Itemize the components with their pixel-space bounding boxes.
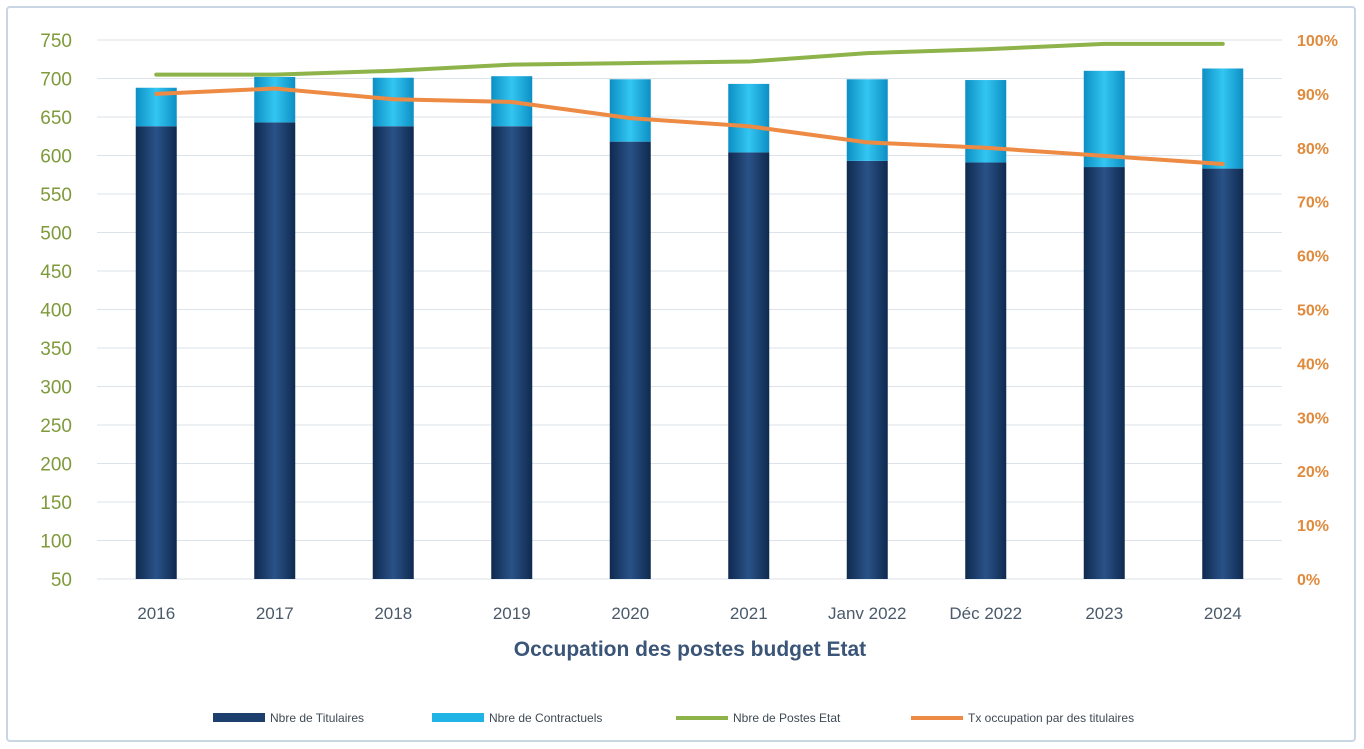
y-right-tick-label: 40% [1297,356,1329,373]
y-left-tick-label: 400 [40,301,72,322]
bar-contractuels [1083,70,1125,168]
bar-titulaires [846,160,888,579]
bar-titulaires [135,126,177,580]
y-right-tick-label: 100% [1297,33,1338,50]
line-tx-occupation [154,86,1225,166]
y-right-tick-label: 50% [1297,303,1329,320]
x-tick-label: 2024 [1204,604,1242,623]
y-right-tick-label: 70% [1297,195,1329,212]
bar-titulaires [965,162,1007,579]
bar-contractuels [372,77,414,127]
y-left-tick-label: 350 [40,339,72,360]
x-tick-label: 2023 [1085,604,1123,623]
y-left-tick-label: 650 [40,108,72,129]
legend: Nbre de Titulaires Nbre de Contractuels Nb… [213,711,1134,725]
bar-titulaires [728,152,770,580]
x-tick-label: 2018 [374,604,412,623]
y-right-tick-label: 20% [1297,464,1329,481]
y-left-tick-label: 550 [40,185,72,206]
y-axis-right: 0% 10% 20% 30% 40% 50% 60% 70% 80% 90% 100% [1297,33,1338,589]
y-left-tick-label: 500 [40,224,72,245]
bar-titulaires [491,126,533,580]
bar-titulaires [372,126,414,580]
y-right-tick-label: 10% [1297,518,1329,535]
x-tick-label: 2017 [256,604,294,623]
bar-contractuels [254,76,296,123]
x-tick-label: 2020 [611,604,649,623]
y-left-tick-label: 250 [40,416,72,437]
x-tick-label: 2019 [493,604,531,623]
x-tick-label: Déc 2022 [949,604,1022,623]
x-tick-label: 2021 [730,604,768,623]
y-left-tick-label: 600 [40,147,72,168]
y-left-tick-label: 450 [40,262,72,283]
bar-titulaires [609,141,651,579]
y-left-tick-label: 700 [40,70,72,91]
y-left-tick-label: 100 [40,532,72,553]
bar-contractuels [846,79,888,161]
bar-contractuels [728,83,770,153]
x-axis: 2016 2017 2018 2019 2020 2021 Janv 2022 Déc 202… [137,604,1241,623]
line-series [154,41,1225,166]
legend-swatch [213,713,265,722]
y-right-tick-label: 0% [1297,572,1320,589]
line-postes-etat [154,41,1225,77]
legend-swatch [432,713,484,722]
bar-titulaires [1083,167,1125,580]
legend-label: Nbre de Titulaires [270,711,364,725]
bar-titulaires [1202,168,1244,579]
x-tick-label: 2016 [137,604,175,623]
y-left-tick-label: 150 [40,493,72,514]
y-right-tick-label: 60% [1297,249,1329,266]
bar-contractuels [609,79,651,142]
legend-label: Tx occupation par des titulaires [968,711,1134,725]
y-left-tick-label: 50 [51,570,72,591]
chart-title: Occupation des postes budget Etat [514,638,866,661]
y-left-tick-label: 300 [40,378,72,399]
legend-label: Nbre de Contractuels [489,711,602,725]
y-right-tick-label: 30% [1297,410,1329,427]
chart-frame [6,6,1356,742]
bar-titulaires [254,122,296,579]
y-left-tick-label: 200 [40,455,72,476]
y-axis-left: 50 100 150 200 250 300 350 400 450 500 550 600 650 70… [40,31,72,591]
bar-series [135,68,1244,580]
y-left-tick-label: 750 [40,31,72,52]
x-tick-label: Janv 2022 [828,604,906,623]
y-right-tick-label: 80% [1297,141,1329,158]
bar-contractuels [1202,68,1244,169]
legend-label: Nbre de Postes Etat [733,711,841,725]
y-right-tick-label: 90% [1297,87,1329,104]
